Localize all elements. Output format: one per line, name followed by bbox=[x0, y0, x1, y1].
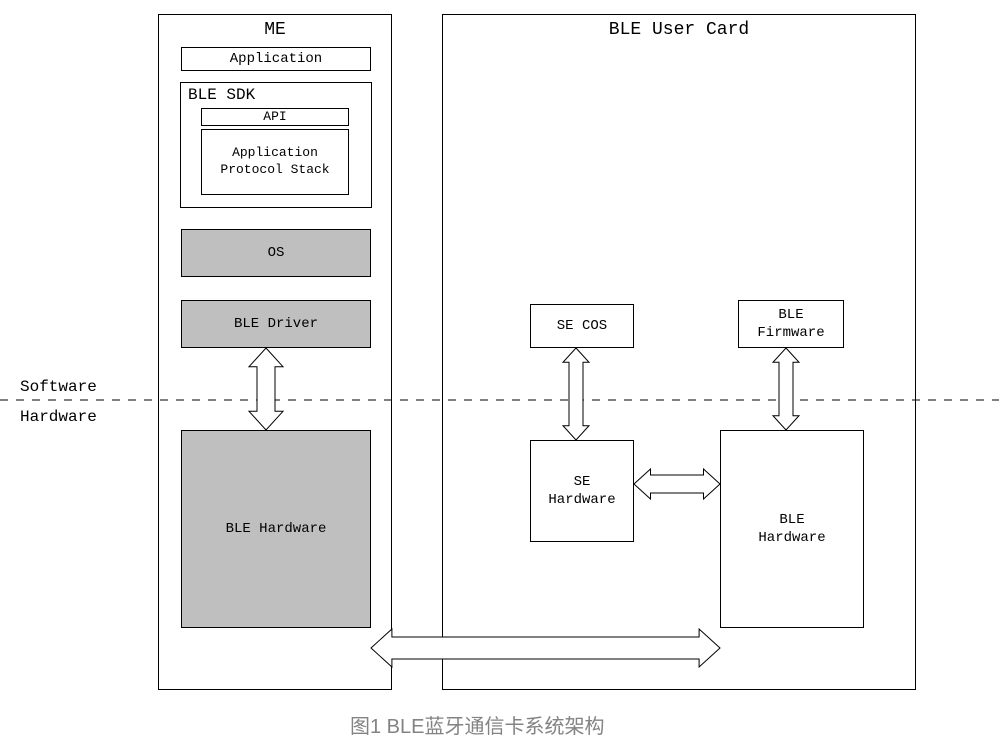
arrow-sehw-to-blehw bbox=[634, 469, 720, 499]
protocol-stack-label: Application Protocol Stack bbox=[220, 145, 329, 179]
api-label: API bbox=[263, 109, 286, 126]
ble-hardware-left-label: BLE Hardware bbox=[226, 520, 327, 538]
arrow-driver-to-hw bbox=[249, 348, 283, 430]
ble-driver-label: BLE Driver bbox=[234, 315, 318, 333]
arrow-secos-to-sehw bbox=[563, 348, 589, 440]
diagram-stage: ME BLE User Card Application BLE SDK API… bbox=[0, 0, 999, 748]
card-title: BLE User Card bbox=[442, 20, 916, 40]
se-cos-label: SE COS bbox=[557, 317, 607, 335]
software-label: Software bbox=[20, 378, 97, 396]
se-hardware-label: SE Hardware bbox=[548, 473, 615, 509]
application-box: Application bbox=[181, 47, 371, 71]
ble-firmware-box: BLE Firmware bbox=[738, 300, 844, 348]
ble-driver-box: BLE Driver bbox=[181, 300, 371, 348]
ble-hardware-left-box: BLE Hardware bbox=[181, 430, 371, 628]
software-hardware-divider bbox=[0, 398, 999, 402]
protocol-stack-box: Application Protocol Stack bbox=[201, 129, 349, 195]
application-label: Application bbox=[230, 50, 322, 68]
arrow-left-to-right bbox=[371, 629, 720, 667]
figure-caption: 图1 BLE蓝牙通信卡系统架构 bbox=[350, 710, 604, 739]
ble-sdk-title: BLE SDK bbox=[188, 86, 255, 104]
os-label: OS bbox=[268, 244, 285, 262]
hardware-label: Hardware bbox=[20, 408, 97, 426]
se-hardware-box: SE Hardware bbox=[530, 440, 634, 542]
me-title: ME bbox=[158, 20, 392, 40]
ble-hardware-right-box: BLE Hardware bbox=[720, 430, 864, 628]
ble-firmware-label: BLE Firmware bbox=[757, 306, 824, 342]
arrow-blefw-to-blehw bbox=[773, 348, 799, 430]
ble-hardware-right-label: BLE Hardware bbox=[758, 511, 825, 547]
se-cos-box: SE COS bbox=[530, 304, 634, 348]
os-box: OS bbox=[181, 229, 371, 277]
api-box: API bbox=[201, 108, 349, 126]
